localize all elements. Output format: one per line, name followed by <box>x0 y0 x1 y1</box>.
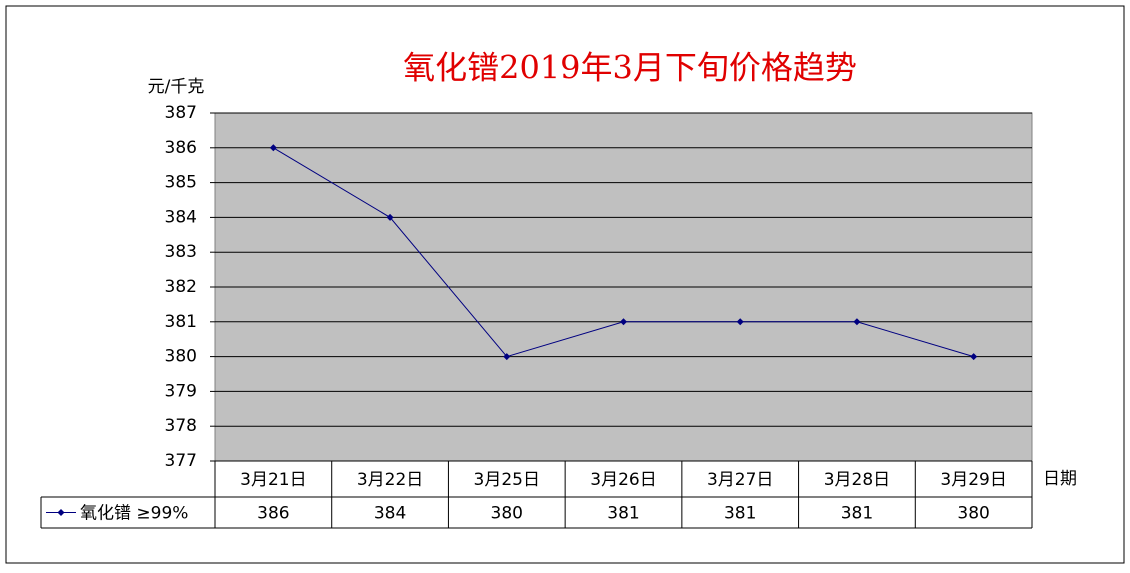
x-tick-label: 3月22日 <box>357 470 423 490</box>
legend-label: 氧化镨 ≥99% <box>80 504 188 524</box>
y-tick-label: 382 <box>165 277 197 297</box>
y-tick-label: 380 <box>165 347 197 367</box>
y-tick-label: 379 <box>165 381 197 401</box>
table-value: 381 <box>724 504 756 524</box>
table-value: 380 <box>957 504 989 524</box>
data-point <box>970 353 978 361</box>
y-tick-label: 381 <box>165 312 197 332</box>
x-tick-label: 3月27日 <box>707 470 773 490</box>
data-point <box>736 318 744 326</box>
x-tick-label: 3月26日 <box>590 470 656 490</box>
data-point <box>620 318 627 326</box>
table-value: 384 <box>374 504 406 524</box>
y-axis-label: 元/千克 <box>148 77 205 97</box>
x-tick-label: 3月29日 <box>940 470 1006 490</box>
legend-marker <box>57 509 65 516</box>
data-point <box>853 318 861 326</box>
data-point <box>269 144 277 152</box>
x-tick-label: 3月21日 <box>240 470 306 490</box>
y-tick-label: 383 <box>165 242 197 262</box>
table-value: 386 <box>257 504 289 524</box>
y-tick-label: 384 <box>165 207 197 227</box>
x-tick-label: 3月28日 <box>824 470 890 490</box>
y-tick-label: 378 <box>165 416 197 436</box>
chart-title: 氧化镨2019年3月下旬价格趋势 <box>403 49 857 87</box>
y-tick-label: 386 <box>165 138 197 158</box>
table-value: 381 <box>607 504 639 524</box>
y-tick-label: 387 <box>165 103 197 123</box>
data-point <box>503 353 511 361</box>
table-value: 380 <box>491 504 523 524</box>
x-axis-label: 日期 <box>1043 469 1077 489</box>
y-tick-label: 377 <box>165 451 197 471</box>
x-tick-label: 3月25日 <box>474 470 540 490</box>
table-value: 381 <box>841 504 873 524</box>
y-tick-label: 385 <box>165 173 197 193</box>
data-point <box>386 213 394 221</box>
